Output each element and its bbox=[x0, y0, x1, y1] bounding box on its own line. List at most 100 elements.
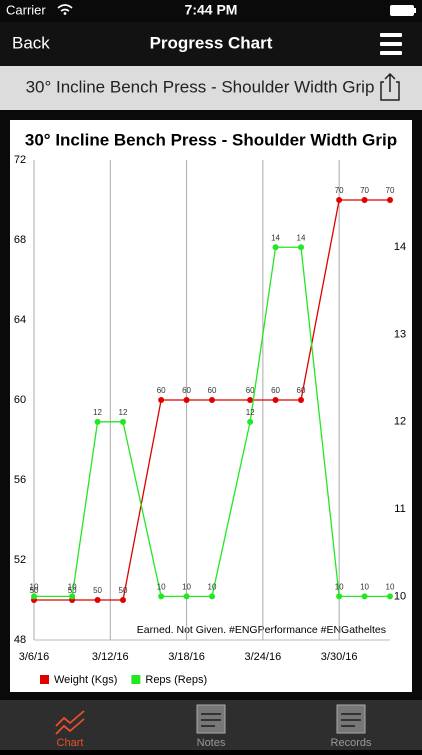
y-tick-label: 48 bbox=[14, 634, 26, 646]
data-label: 60 bbox=[271, 386, 280, 395]
data-label: 10 bbox=[335, 582, 344, 591]
data-point bbox=[336, 197, 343, 203]
annotation: Earned. Not Given. #ENGPerformance #ENGa… bbox=[137, 624, 386, 636]
menu-button[interactable] bbox=[380, 33, 402, 55]
data-label: 10 bbox=[360, 582, 369, 591]
y-tick-label: 64 bbox=[14, 314, 26, 326]
nav-bar bbox=[0, 22, 422, 66]
data-label: 50 bbox=[93, 586, 102, 595]
x-tick-label: 3/12/16 bbox=[92, 651, 129, 663]
data-point bbox=[298, 397, 304, 403]
data-point bbox=[158, 397, 165, 403]
data-point bbox=[183, 593, 190, 600]
data-label: 60 bbox=[157, 386, 166, 395]
y-tick-label: 72 bbox=[14, 154, 26, 166]
data-point bbox=[183, 397, 190, 403]
data-point bbox=[94, 597, 101, 603]
notes-icon-lines bbox=[201, 713, 221, 727]
y2-tick-label: 13 bbox=[394, 328, 406, 340]
menu-line bbox=[380, 42, 402, 46]
tab-notes[interactable]: Notes bbox=[196, 704, 226, 749]
y-tick-label: 60 bbox=[14, 394, 26, 406]
x-tick-label: 3/30/16 bbox=[321, 651, 358, 663]
records-icon-lines bbox=[341, 713, 361, 727]
battery bbox=[390, 5, 414, 16]
x-tick-label: 3/6/16 bbox=[19, 651, 50, 663]
y-tick-label: 68 bbox=[14, 234, 26, 246]
clock: 7:44 PM bbox=[185, 2, 238, 18]
chart: 30° Incline Bench Press - Shoulder Width… bbox=[14, 130, 406, 685]
tab-chart[interactable]: Chart bbox=[55, 710, 85, 749]
y-tick-label: 52 bbox=[14, 554, 26, 566]
data-point bbox=[120, 418, 126, 425]
menu-line bbox=[380, 51, 402, 55]
data-label: 14 bbox=[297, 233, 306, 242]
data-point bbox=[272, 397, 279, 403]
data-label: 10 bbox=[208, 582, 217, 591]
data-point bbox=[120, 597, 126, 603]
data-point bbox=[361, 197, 368, 203]
data-label: 50 bbox=[30, 586, 39, 595]
data-point bbox=[298, 244, 304, 251]
y2-tick-label: 12 bbox=[394, 416, 406, 428]
data-point bbox=[209, 593, 215, 600]
y2-tick-label: 11 bbox=[394, 503, 405, 515]
y-tick-label: 56 bbox=[14, 474, 26, 486]
tab-label: Notes bbox=[197, 737, 226, 749]
data-label: 10 bbox=[30, 582, 39, 591]
y2-tick-label: 14 bbox=[394, 241, 406, 253]
data-point bbox=[94, 418, 101, 425]
legend-label: Weight (Kgs) bbox=[54, 674, 117, 686]
data-label: 10 bbox=[182, 582, 191, 591]
data-point bbox=[336, 593, 343, 600]
data-point bbox=[247, 418, 254, 425]
data-label: 12 bbox=[119, 408, 128, 417]
chart-card bbox=[10, 120, 412, 692]
data-point bbox=[387, 593, 393, 600]
tab-records[interactable]: Records bbox=[331, 704, 372, 749]
data-label: 10 bbox=[68, 582, 77, 591]
data-label: 10 bbox=[157, 582, 166, 591]
back-button[interactable]: Back bbox=[12, 33, 50, 52]
legend-swatch bbox=[131, 675, 141, 684]
subheader-bar bbox=[0, 66, 422, 110]
data-label: 60 bbox=[208, 386, 217, 395]
data-label: 50 bbox=[119, 586, 128, 595]
data-label: 12 bbox=[93, 408, 102, 417]
legend-swatch bbox=[40, 675, 49, 684]
tab-label: Chart bbox=[57, 737, 84, 749]
tab-label: Records bbox=[331, 737, 372, 749]
data-label: 70 bbox=[360, 186, 369, 195]
data-point bbox=[361, 593, 368, 600]
menu-line bbox=[380, 33, 402, 37]
legend-label: Reps (Reps) bbox=[145, 674, 207, 686]
wifi-icon bbox=[57, 4, 73, 12]
y2-tick-label: 10 bbox=[394, 590, 406, 602]
data-label: 10 bbox=[386, 582, 395, 591]
x-tick-label: 3/24/16 bbox=[245, 651, 282, 663]
data-point bbox=[69, 593, 76, 600]
x-tick-label: 3/18/16 bbox=[168, 651, 205, 663]
data-label: 60 bbox=[246, 386, 255, 395]
data-point bbox=[158, 593, 165, 600]
chart-title: 30° Incline Bench Press - Shoulder Width… bbox=[25, 130, 397, 149]
share-button[interactable] bbox=[380, 72, 400, 101]
data-label: 12 bbox=[246, 408, 255, 417]
subheader-title: 30° Incline Bench Press - Shoulder Width… bbox=[26, 77, 375, 96]
data-point bbox=[209, 397, 215, 403]
chart-icon bbox=[55, 710, 85, 735]
battery-tip bbox=[414, 8, 416, 13]
carrier: Carrier bbox=[6, 2, 46, 17]
data-point bbox=[387, 197, 393, 203]
data-point bbox=[247, 397, 254, 403]
data-point bbox=[272, 244, 279, 251]
data-label: 60 bbox=[182, 386, 191, 395]
data-label: 14 bbox=[271, 233, 280, 242]
nav-title: Progress Chart bbox=[150, 33, 273, 52]
data-label: 60 bbox=[297, 386, 306, 395]
data-label: 70 bbox=[335, 186, 344, 195]
wifi-dot bbox=[63, 12, 67, 15]
data-label: 70 bbox=[386, 186, 395, 195]
